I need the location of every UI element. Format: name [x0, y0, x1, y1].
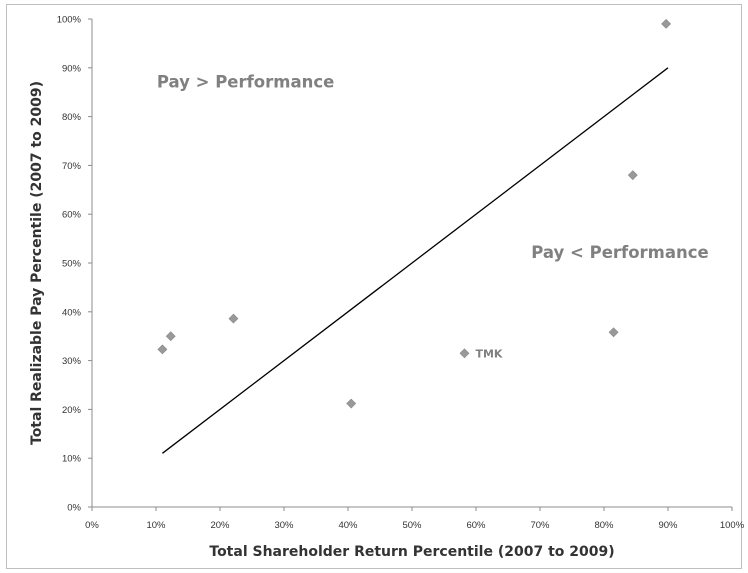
- data-point: [608, 327, 619, 338]
- x-tick-label: 100%: [720, 520, 745, 531]
- data-point: [661, 18, 672, 29]
- x-tick-label: 70%: [530, 520, 550, 531]
- y-tick-label: 60%: [62, 210, 82, 221]
- region-annotation: Pay < Performance: [531, 243, 708, 262]
- reference-line: [162, 67, 669, 454]
- region-annotation: Pay > Performance: [157, 72, 334, 91]
- y-tick-label: 30%: [62, 356, 82, 367]
- data-point: [627, 170, 638, 181]
- data-point: [165, 331, 176, 342]
- y-tick-label: 50%: [62, 259, 82, 270]
- data-point: [157, 344, 168, 355]
- data-point: [228, 313, 239, 324]
- y-tick-label: 100%: [57, 15, 82, 26]
- y-tick-label: 0%: [67, 503, 81, 514]
- y-tick-label: 70%: [62, 161, 82, 172]
- x-axis-title: Total Shareholder Return Percentile (200…: [209, 544, 614, 560]
- y-tick-label: 10%: [62, 454, 82, 465]
- x-tick-label: 50%: [402, 520, 422, 531]
- data-point: [459, 348, 470, 359]
- x-tick-label: 80%: [594, 520, 614, 531]
- x-ticks: 0% 10% 20% 30% 40% 50% 60% 70% 80% 90% 100%: [85, 507, 745, 531]
- y-tick-label: 80%: [62, 112, 82, 123]
- x-tick-label: 90%: [658, 520, 678, 531]
- annotations: Pay > Performance Pay < Performance: [157, 72, 709, 262]
- x-tick-label: 30%: [274, 520, 294, 531]
- y-tick-label: 20%: [62, 405, 82, 416]
- data-point: [346, 398, 357, 409]
- x-tick-label: 0%: [85, 520, 99, 531]
- y-ticks: 0% 10% 20% 30% 40% 50% 60% 70% 80% 90% 100%: [57, 15, 92, 514]
- x-tick-label: 10%: [146, 520, 166, 531]
- point-label: TMK: [475, 347, 502, 360]
- x-tick-label: 60%: [466, 520, 486, 531]
- x-tick-label: 40%: [338, 520, 358, 531]
- y-axis-title: Total Realizable Pay Percentile (2007 to…: [29, 81, 45, 445]
- x-tick-label: 20%: [210, 520, 230, 531]
- data-points: TMK: [157, 18, 672, 409]
- chart-frame: [6, 4, 742, 569]
- y-tick-label: 90%: [62, 63, 82, 74]
- y-tick-label: 40%: [62, 307, 82, 318]
